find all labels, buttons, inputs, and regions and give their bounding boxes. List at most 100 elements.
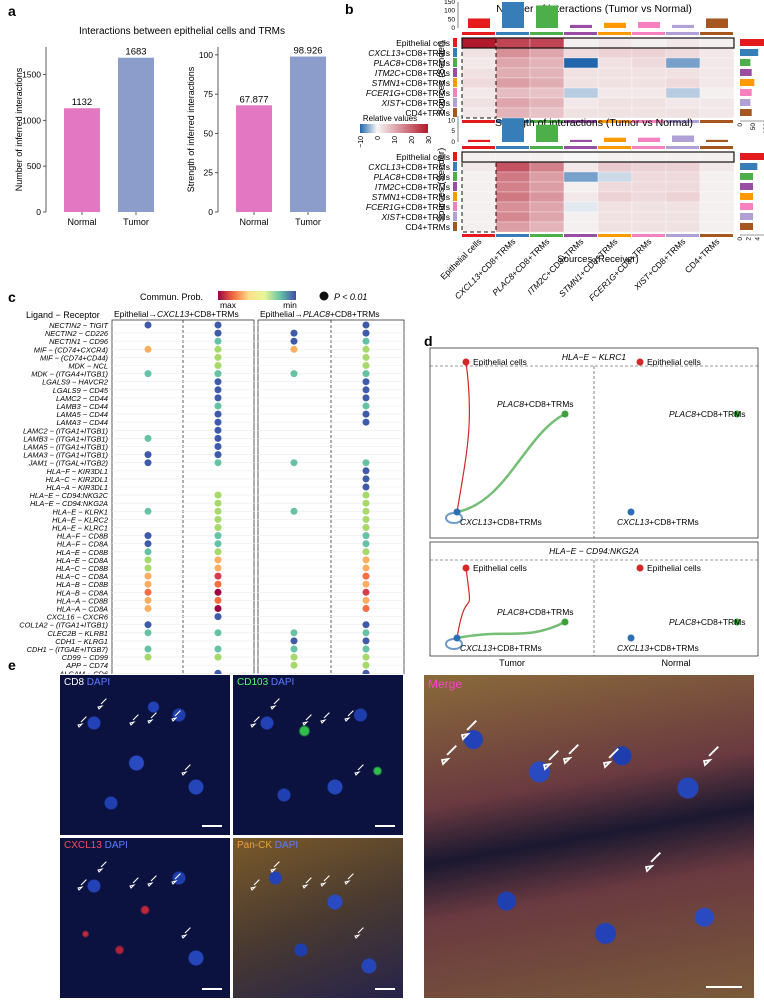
row-color-strip <box>453 98 457 107</box>
dotplot-dot <box>362 596 370 604</box>
heat-row-label-gene: PLAC8 <box>373 172 400 182</box>
pointer-arrow <box>150 712 157 719</box>
dotplot-dot <box>144 540 152 548</box>
col-color-strip <box>598 146 631 149</box>
heat-row-label: Epithelial cells <box>396 38 450 48</box>
ligand-receptor-label: LAMC2 − CD44 <box>56 394 108 403</box>
dotplot-dot <box>214 378 222 386</box>
dotplot-dot <box>214 572 222 580</box>
dotplot-dot <box>362 653 370 661</box>
ligand-receptor-label: HLA−C − CD8A <box>56 572 108 581</box>
pointer-arrow <box>347 873 354 880</box>
heat-row-label: ITM2C+CD8+TRMs <box>375 182 450 192</box>
heat-row-label-suffix: +CD8+TRMs <box>400 172 450 182</box>
network-node-label-suffix: +CD8+TRMs <box>649 643 699 653</box>
ligand-receptor-label: MDK − NCL <box>68 362 108 371</box>
dotplot-dot <box>144 321 152 329</box>
network-node-label-gene: CXCL13 <box>617 643 649 653</box>
pointer-arrow <box>357 764 364 771</box>
dotplot-dot <box>144 532 152 540</box>
dotplot-dot <box>144 653 152 661</box>
dotplot-dot <box>362 402 370 410</box>
pointer-arrow <box>305 714 312 721</box>
col-sum-bar <box>536 124 558 142</box>
group-suffix: +CD8+TRMs <box>189 309 239 319</box>
legend-tick-label: 30 <box>426 136 433 144</box>
network-edge-plac8 <box>456 412 566 514</box>
pointer-arrow <box>323 875 330 882</box>
dotplot-dot <box>362 580 370 588</box>
col-color-strip-bottom <box>700 234 733 237</box>
network-x-label: Tumor <box>499 658 525 668</box>
bar-value-label: 1132 <box>72 97 92 108</box>
col-bar-tick-label: 50 <box>448 16 456 23</box>
col-color-strip <box>530 146 563 149</box>
dotplot-dot <box>362 532 370 540</box>
col-sum-bar <box>468 18 490 28</box>
col-bar-tick-label: 100 <box>444 8 455 15</box>
pointer-arrow <box>466 720 477 731</box>
dotplot-dot <box>362 499 370 507</box>
network-node-plac8 <box>561 618 569 626</box>
heat-row-label-gene: FCER1G <box>366 202 401 212</box>
dotplot-dot <box>214 353 222 361</box>
col-sum-bar <box>604 137 626 142</box>
dotplot-dot <box>144 345 152 353</box>
ligand-receptor-label: CDH1 − (ITGAE+ITGB7) <box>27 645 109 654</box>
pointer-arrow <box>347 710 354 717</box>
pointer-arrow-head <box>344 717 351 722</box>
row-color-strip <box>453 202 457 211</box>
row-sum-bar <box>740 69 752 76</box>
dotplot-dot <box>214 402 222 410</box>
y-tick-label: 0 <box>36 207 41 217</box>
cd103-label: CD103 <box>237 677 269 688</box>
col-color-strip <box>564 32 597 35</box>
heat-row-label: STMN1+CD8+TRMs <box>372 192 450 202</box>
network-node-label-suffix: +CD8+TRMs <box>649 517 699 527</box>
scale-bar <box>375 825 395 827</box>
col-sum-bar <box>502 118 524 142</box>
dotplot-dot <box>362 321 370 329</box>
heat-row-label-suffix: +CD8+TRMs <box>400 202 450 212</box>
heat-row-label-gene: STMN1 <box>372 78 401 88</box>
col-sum-bar <box>638 137 660 142</box>
cxcl13-dapi-label: DAPI <box>104 840 128 851</box>
legend-tick-label: −10 <box>358 136 365 148</box>
pointer-arrow <box>273 698 280 705</box>
pointer-arrow <box>184 764 191 771</box>
network-diagrams: HLA−E − KLRC1 HLA−E − CD94:NKG2A Epithelia… <box>429 347 759 668</box>
network-edge-epithelial <box>456 567 471 639</box>
ligand-receptor-label: HLA−E − KLRC2 <box>52 515 108 524</box>
dotplot-dot <box>144 621 152 629</box>
network-node-label: CXCL13+CD8+TRMs <box>460 517 542 527</box>
row-sum-bar <box>740 203 753 210</box>
network-node-label-suffix: +CD8+TRMs <box>696 617 746 627</box>
network-node-epithelial <box>636 564 644 572</box>
bar-value-label: 98.926 <box>293 46 322 57</box>
row-sum-bar <box>740 59 751 66</box>
dotplot-dot <box>144 629 152 637</box>
col-bar-tick-label: 150 <box>444 0 455 6</box>
dotplot-dot <box>362 353 370 361</box>
col-color-strip-bottom <box>700 120 733 123</box>
ligand-receptor-label: HLA−C − KIR2DL1 <box>46 475 108 484</box>
col-color-strip <box>462 32 495 35</box>
dotplot-dot <box>362 507 370 515</box>
y-tick-label: 50 <box>204 128 214 138</box>
heat-row-label-suffix: Epithelial cells <box>396 152 450 162</box>
prob-legend-max: max <box>220 300 237 310</box>
row-sum-bar <box>740 39 764 46</box>
pointer-arrow <box>650 852 661 863</box>
pointer-arrow <box>174 873 181 880</box>
col-color-strip <box>632 32 665 35</box>
heat-row-label: XIST+CD8+TRMs <box>381 98 451 108</box>
x-tick-label: Normal <box>239 217 268 227</box>
row-color-strip <box>453 222 457 231</box>
panel-c-letter: c <box>8 289 16 305</box>
pointer-arrow <box>708 746 719 757</box>
col-color-strip-bottom <box>530 234 563 237</box>
dotplot-group-title: Epithelial→CXCL13+CD8+TRMs <box>114 309 239 319</box>
col-sum-bar <box>468 139 490 142</box>
pointer-arrow <box>132 714 139 721</box>
